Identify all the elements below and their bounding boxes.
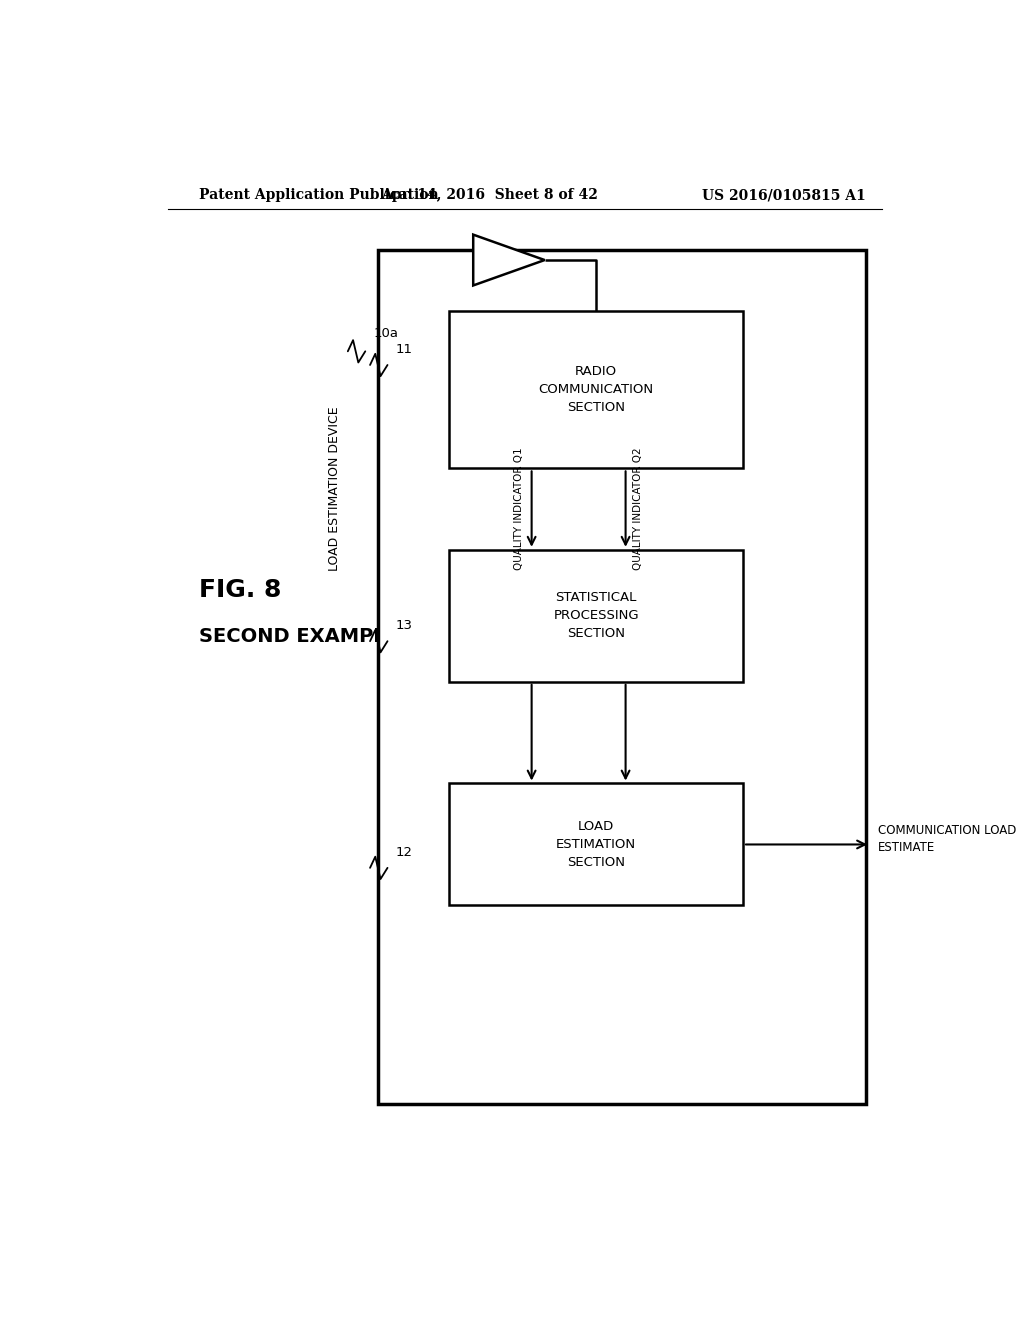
Text: QUALITY INDICATOR Q2: QUALITY INDICATOR Q2: [633, 447, 643, 570]
Text: 12: 12: [395, 846, 413, 859]
Text: 10a: 10a: [374, 327, 399, 341]
Text: QUALITY INDICATOR Q1: QUALITY INDICATOR Q1: [514, 447, 524, 570]
Text: Patent Application Publication: Patent Application Publication: [200, 189, 439, 202]
Bar: [378, 249, 866, 1104]
Text: LOAD
ESTIMATION
SECTION: LOAD ESTIMATION SECTION: [556, 820, 636, 869]
Text: COMMUNICATION LOAD
ESTIMATE: COMMUNICATION LOAD ESTIMATE: [878, 825, 1017, 854]
Text: FIG. 8: FIG. 8: [200, 578, 282, 602]
Bar: [450, 312, 743, 469]
Bar: [450, 549, 743, 682]
Text: US 2016/0105815 A1: US 2016/0105815 A1: [702, 189, 866, 202]
Text: LOAD ESTIMATION DEVICE: LOAD ESTIMATION DEVICE: [328, 407, 341, 572]
Polygon shape: [473, 235, 545, 285]
Text: 13: 13: [395, 619, 413, 632]
Text: STATISTICAL
PROCESSING
SECTION: STATISTICAL PROCESSING SECTION: [553, 591, 639, 640]
Text: SECOND EXAMPLE: SECOND EXAMPLE: [200, 627, 399, 645]
Text: 11: 11: [395, 343, 413, 356]
Text: RADIO
COMMUNICATION
SECTION: RADIO COMMUNICATION SECTION: [539, 366, 653, 414]
Bar: [450, 784, 743, 906]
Text: Apr. 14, 2016  Sheet 8 of 42: Apr. 14, 2016 Sheet 8 of 42: [381, 189, 598, 202]
